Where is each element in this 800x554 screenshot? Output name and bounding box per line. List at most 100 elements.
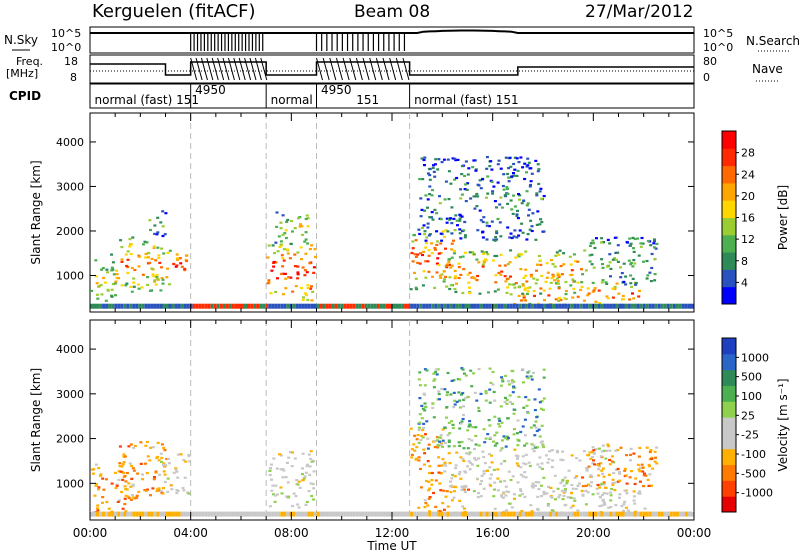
heatmap-cell: [270, 463, 273, 466]
heatmap-cell: [101, 496, 105, 499]
heatmap-cell: [479, 187, 483, 190]
heatmap-cell: [631, 292, 634, 295]
heatmap-cell: [140, 286, 144, 289]
heatmap-cell: [477, 261, 481, 264]
heatmap-cell: [417, 428, 421, 431]
ground-scatter-cell: [325, 511, 329, 517]
heatmap-cell: [269, 292, 273, 295]
heatmap-cell: [501, 380, 505, 383]
heatmap-cell: [605, 282, 609, 285]
heatmap-cell: [536, 507, 540, 511]
heatmap-cell: [628, 476, 632, 479]
heatmap-cell: [606, 238, 610, 241]
ground-scatter-cell: [452, 303, 456, 309]
ground-scatter-cell: [319, 511, 323, 517]
heatmap-cell: [455, 176, 459, 180]
heatmap-cell: [130, 477, 134, 480]
heatmap-cell: [97, 486, 101, 489]
ground-scatter-cell: [346, 511, 350, 517]
heatmap-cell: [541, 408, 545, 411]
heatmap-cell: [542, 376, 546, 379]
heatmap-cell: [462, 229, 466, 232]
heatmap-cell: [435, 230, 439, 233]
heatmap-cell: [158, 261, 162, 264]
heatmap-cell: [422, 422, 426, 425]
ground-scatter-cell: [340, 511, 344, 517]
heatmap-cell: [545, 262, 549, 265]
heatmap-cell: [132, 277, 136, 280]
heatmap-cell: [296, 277, 300, 280]
heatmap-cell: [155, 276, 159, 279]
heatmap-cell: [446, 158, 450, 161]
ground-scatter-cell: [395, 303, 398, 309]
heatmap-cell: [531, 482, 535, 485]
heatmap-cell: [96, 297, 100, 300]
heatmap-cell: [92, 468, 96, 471]
heatmap-cell: [280, 272, 284, 276]
heatmap-cell: [619, 446, 623, 449]
heatmap-cell: [617, 496, 621, 499]
ground-scatter-cell: [225, 303, 229, 309]
heatmap-cell: [591, 493, 595, 496]
heatmap-cell: [516, 444, 520, 447]
heatmap-cell: [496, 217, 500, 221]
heatmap-cell: [475, 258, 479, 261]
heatmap-cell: [569, 506, 573, 509]
nave-tick-low: 0: [703, 71, 710, 84]
ground-scatter-cell: [564, 511, 568, 517]
heatmap-cell: [272, 457, 276, 460]
ground-scatter-cell: [691, 303, 694, 309]
heatmap-cell: [161, 463, 165, 467]
heatmap-cell: [521, 425, 525, 428]
heatmap-cell: [544, 454, 548, 457]
heatmap-cell: [618, 479, 622, 482]
heatmap-cell: [624, 283, 628, 286]
colorbar-segment: [722, 200, 736, 218]
ground-scatter-cell: [268, 303, 272, 309]
ground-scatter-cell: [132, 511, 136, 517]
heatmap-cell: [411, 240, 415, 243]
heatmap-cell: [569, 284, 573, 287]
heatmap-cell: [443, 278, 446, 281]
heatmap-cell: [422, 270, 426, 273]
colorbar-segment: [722, 432, 736, 450]
heatmap-cell: [608, 449, 612, 452]
heatmap-cell: [613, 488, 617, 492]
heatmap-cell: [529, 219, 533, 222]
heatmap-cell: [434, 248, 437, 251]
heatmap-cell: [457, 266, 461, 269]
heatmap-cell: [655, 462, 659, 465]
heatmap-cell: [599, 455, 603, 458]
ground-scatter-cell: [192, 303, 196, 309]
heatmap-cell: [451, 157, 455, 160]
heatmap-cell: [418, 262, 422, 265]
ground-scatter-cell: [168, 511, 172, 517]
heatmap-cell: [436, 168, 440, 171]
heatmap-cell: [538, 401, 542, 404]
heatmap-cell: [306, 284, 310, 287]
heatmap-cell: [296, 265, 300, 268]
heatmap-cell: [555, 251, 559, 254]
heatmap-cell: [556, 487, 560, 490]
heatmap-cell: [453, 485, 457, 488]
ground-scatter-cell: [666, 303, 670, 309]
heatmap-cell: [512, 380, 516, 383]
heatmap-cell: [560, 273, 564, 276]
heatmap-cell: [426, 260, 430, 263]
heatmap-cell: [149, 446, 153, 449]
heatmap-cell: [611, 482, 615, 485]
heatmap-cell: [580, 281, 584, 284]
ground-scatter-cell: [286, 511, 290, 517]
heatmap-cell: [301, 452, 305, 455]
ground-scatter-cell: [449, 511, 453, 517]
freq-switch-line: [375, 57, 383, 81]
heatmap-cell: [573, 280, 577, 283]
ground-scatter-cell: [615, 303, 619, 309]
heatmap-cell: [547, 294, 551, 297]
heatmap-cell: [433, 246, 437, 250]
heatmap-cell: [445, 264, 449, 267]
heatmap-cells: [90, 367, 694, 517]
ground-scatter-cell: [588, 303, 592, 309]
heatmap-cell: [468, 291, 472, 295]
heatmap-cell: [646, 274, 650, 277]
